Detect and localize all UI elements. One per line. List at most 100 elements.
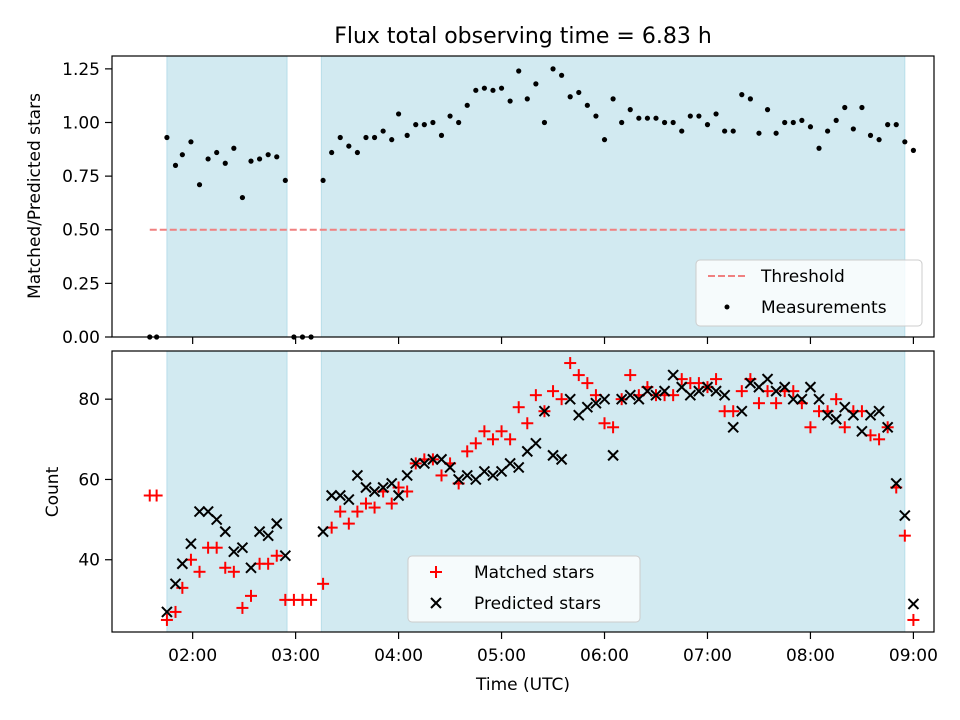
ratio-point bbox=[619, 119, 625, 126]
predicted-point bbox=[418, 457, 431, 470]
ratio-point bbox=[256, 156, 263, 162]
ratio-point bbox=[164, 134, 170, 141]
ratio-point bbox=[653, 115, 659, 121]
ratio-point bbox=[713, 111, 719, 117]
matched-point bbox=[521, 417, 534, 430]
ratio-point bbox=[687, 113, 693, 119]
matched-point bbox=[529, 389, 542, 402]
x-tick-label: 05:00 bbox=[477, 646, 526, 666]
predicted-point-b bbox=[435, 453, 448, 466]
predicted-stars-points bbox=[161, 369, 920, 618]
predicted-point bbox=[245, 562, 257, 574]
predicted-point bbox=[581, 401, 594, 413]
ratio-point bbox=[773, 130, 779, 136]
predicted-point-b bbox=[899, 509, 911, 522]
predicted-point-b bbox=[727, 421, 739, 433]
ratio-point bbox=[371, 134, 378, 141]
predicted-point bbox=[317, 525, 329, 538]
predicted-point-b bbox=[427, 453, 439, 466]
matched-point bbox=[435, 469, 448, 482]
predicted-point-b bbox=[607, 449, 619, 462]
top-y-axis-label: Matched/Predicted stars bbox=[25, 93, 45, 299]
ratio-point bbox=[584, 102, 590, 108]
ratio-point bbox=[179, 152, 185, 158]
ratio-point bbox=[764, 107, 771, 113]
predicted-point bbox=[718, 389, 731, 401]
predicted-point bbox=[377, 481, 389, 494]
bottom-x-ticks: 02:00 03:00 04:00 05:00 06:00 07:00 08:00 09:00 bbox=[168, 632, 938, 666]
predicted-point bbox=[334, 489, 346, 502]
predicted-point-b bbox=[161, 606, 173, 618]
top-plot-frame bbox=[111, 55, 935, 338]
predicted-point bbox=[693, 385, 705, 397]
matched-point bbox=[359, 497, 372, 510]
predicted-point bbox=[444, 461, 456, 474]
predicted-point bbox=[684, 389, 697, 401]
predicted-point bbox=[856, 425, 868, 437]
predicted-point-b bbox=[890, 477, 902, 490]
matched-point bbox=[495, 425, 508, 438]
predicted-point-b bbox=[736, 405, 748, 417]
ratio-point bbox=[354, 149, 360, 156]
matched-point bbox=[270, 549, 283, 562]
ratio-point bbox=[274, 154, 280, 160]
predicted-point-b bbox=[615, 393, 628, 405]
predicted-point bbox=[564, 393, 576, 405]
ratio-point bbox=[696, 113, 702, 119]
predicted-point bbox=[667, 369, 679, 381]
predicted-point-b bbox=[581, 401, 594, 413]
ratio-point bbox=[799, 117, 805, 123]
predicted-point-b bbox=[590, 397, 602, 409]
ratio-point bbox=[885, 122, 891, 128]
legend-predicted-swatch bbox=[430, 597, 442, 609]
predicted-point-b bbox=[392, 489, 405, 502]
predicted-point bbox=[461, 469, 473, 482]
matched-point bbox=[770, 397, 783, 410]
matched-point bbox=[486, 433, 499, 446]
bottom-legend-frame bbox=[407, 555, 641, 623]
ratio-point bbox=[893, 122, 899, 128]
ratio-point bbox=[389, 137, 395, 143]
legend-measurements-swatch bbox=[724, 304, 730, 310]
predicted-point-b bbox=[530, 437, 542, 450]
top-shaded-bands bbox=[166, 55, 906, 338]
predicted-point-b bbox=[821, 409, 834, 421]
predicted-point-b bbox=[770, 385, 782, 397]
predicted-point bbox=[590, 397, 602, 409]
predicted-point-b bbox=[193, 505, 206, 518]
matched-point bbox=[210, 541, 223, 554]
predicted-point bbox=[727, 421, 739, 433]
legend-matched-swatch bbox=[430, 566, 442, 578]
matched-point bbox=[193, 565, 206, 578]
ratio-point bbox=[507, 98, 513, 104]
matched-point bbox=[219, 561, 232, 574]
ratio-point bbox=[567, 94, 573, 100]
ratio-point bbox=[576, 89, 582, 96]
matched-point bbox=[607, 421, 620, 434]
predicted-point-b bbox=[210, 513, 223, 526]
predicted-point bbox=[899, 509, 911, 522]
bottom-plot-frame bbox=[111, 350, 935, 633]
predicted-point bbox=[701, 381, 714, 393]
x-tick-label: 02:00 bbox=[168, 646, 217, 666]
predicted-point bbox=[219, 525, 231, 538]
ratio-point bbox=[438, 132, 445, 138]
bottom-y-axis-label: Count bbox=[43, 466, 63, 517]
predicted-point bbox=[864, 409, 877, 421]
predicted-point-b bbox=[538, 405, 551, 417]
predicted-point bbox=[641, 385, 654, 397]
predicted-point-b bbox=[744, 377, 757, 389]
predicted-point-b bbox=[667, 369, 679, 381]
ratio-point bbox=[188, 139, 194, 145]
predicted-point bbox=[787, 393, 799, 405]
x-tick-label: 07:00 bbox=[683, 646, 732, 666]
predicted-point-b bbox=[804, 381, 817, 393]
predicted-point bbox=[176, 558, 189, 570]
ratio-point bbox=[867, 132, 874, 138]
matched-point bbox=[236, 601, 249, 614]
predicted-point bbox=[271, 517, 283, 530]
predicted-point bbox=[351, 469, 364, 482]
ratio-point bbox=[404, 132, 410, 138]
y-tick-label: 0.75 bbox=[62, 167, 100, 187]
ratio-points bbox=[147, 66, 917, 340]
